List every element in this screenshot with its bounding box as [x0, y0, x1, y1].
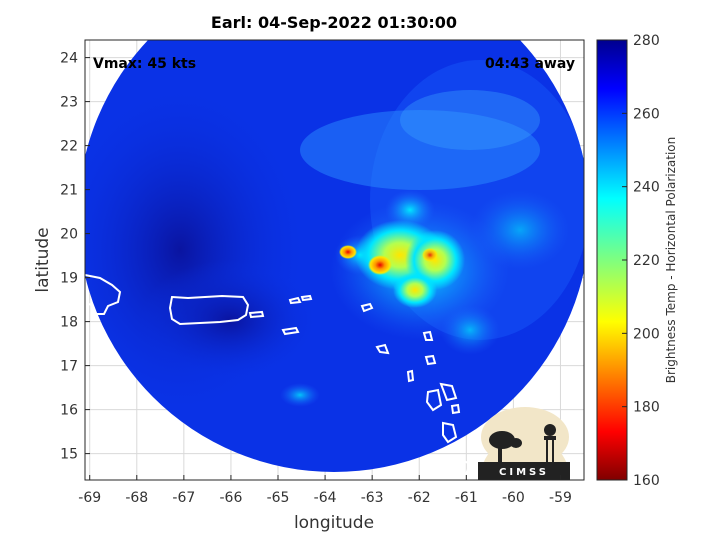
- cimss-logo-text: CIMSS: [499, 467, 549, 478]
- y-tick-label: 16: [60, 403, 78, 419]
- x-tick-label: -66: [219, 490, 242, 506]
- y-tick-label: 21: [60, 183, 78, 199]
- brightness-swath: [85, 40, 584, 476]
- map-axes: Vmax: 45 kts 04:43 away CIMSS -69 -68 -67-…: [60, 39, 585, 506]
- x-tick-labels: -69 -68 -67 -66 -65 -64 -63 -62 -61 -60 -59: [78, 475, 572, 506]
- cimss-logo: CIMSS: [478, 407, 570, 480]
- chart-title: Earl: 04-Sep-2022 01:30:00: [211, 13, 457, 32]
- colorbar-tick-label: 260: [633, 106, 660, 122]
- y-tick-label: 18: [60, 315, 78, 331]
- colorbar-tick-label: 280: [633, 33, 660, 49]
- x-tick-label: -63: [361, 490, 384, 506]
- y-tick-label: 23: [60, 95, 78, 111]
- y-tick-label: 19: [60, 271, 78, 287]
- y-tick-labels: 15 16 17 18 19 20 21 22 23 24: [60, 51, 90, 463]
- x-tick-label: -61: [455, 490, 478, 506]
- x-axis-label: longitude: [294, 513, 374, 533]
- y-axis-label: latitude: [33, 227, 53, 292]
- colorbar-label: Brightness Temp - Horizontal Polarizatio…: [664, 137, 678, 384]
- x-tick-label: -68: [125, 490, 148, 506]
- y-tick-label: 15: [60, 447, 78, 463]
- x-tick-label: -64: [314, 490, 337, 506]
- vmax-label: Vmax: 45 kts: [93, 56, 196, 72]
- x-tick-label: -60: [502, 490, 525, 506]
- colorbar: 160 180 200 220 240 260 280 Brightness Temp - …: [596, 33, 678, 489]
- coastlines: [85, 274, 472, 476]
- colorbar-tick-label: 220: [633, 253, 660, 269]
- y-tick-label: 22: [60, 139, 78, 155]
- y-tick-label: 24: [60, 51, 78, 67]
- colorbar-tick-label: 160: [633, 473, 660, 489]
- time-away-label: 04:43 away: [485, 56, 575, 72]
- x-tick-label: -69: [78, 490, 101, 506]
- colorbar-tick-label: 180: [633, 400, 660, 416]
- y-tick-label: 17: [60, 359, 78, 375]
- y-tick-label: 20: [60, 227, 78, 243]
- colorbar-ticks: 160 180 200 220 240 260 280: [622, 33, 660, 489]
- x-tick-label: -59: [549, 490, 572, 506]
- x-tick-label: -67: [172, 490, 195, 506]
- colorbar-tick-label: 200: [633, 326, 660, 342]
- colorbar-tick-label: 240: [633, 180, 660, 196]
- x-tick-label: -62: [408, 490, 431, 506]
- x-tick-label: -65: [267, 490, 290, 506]
